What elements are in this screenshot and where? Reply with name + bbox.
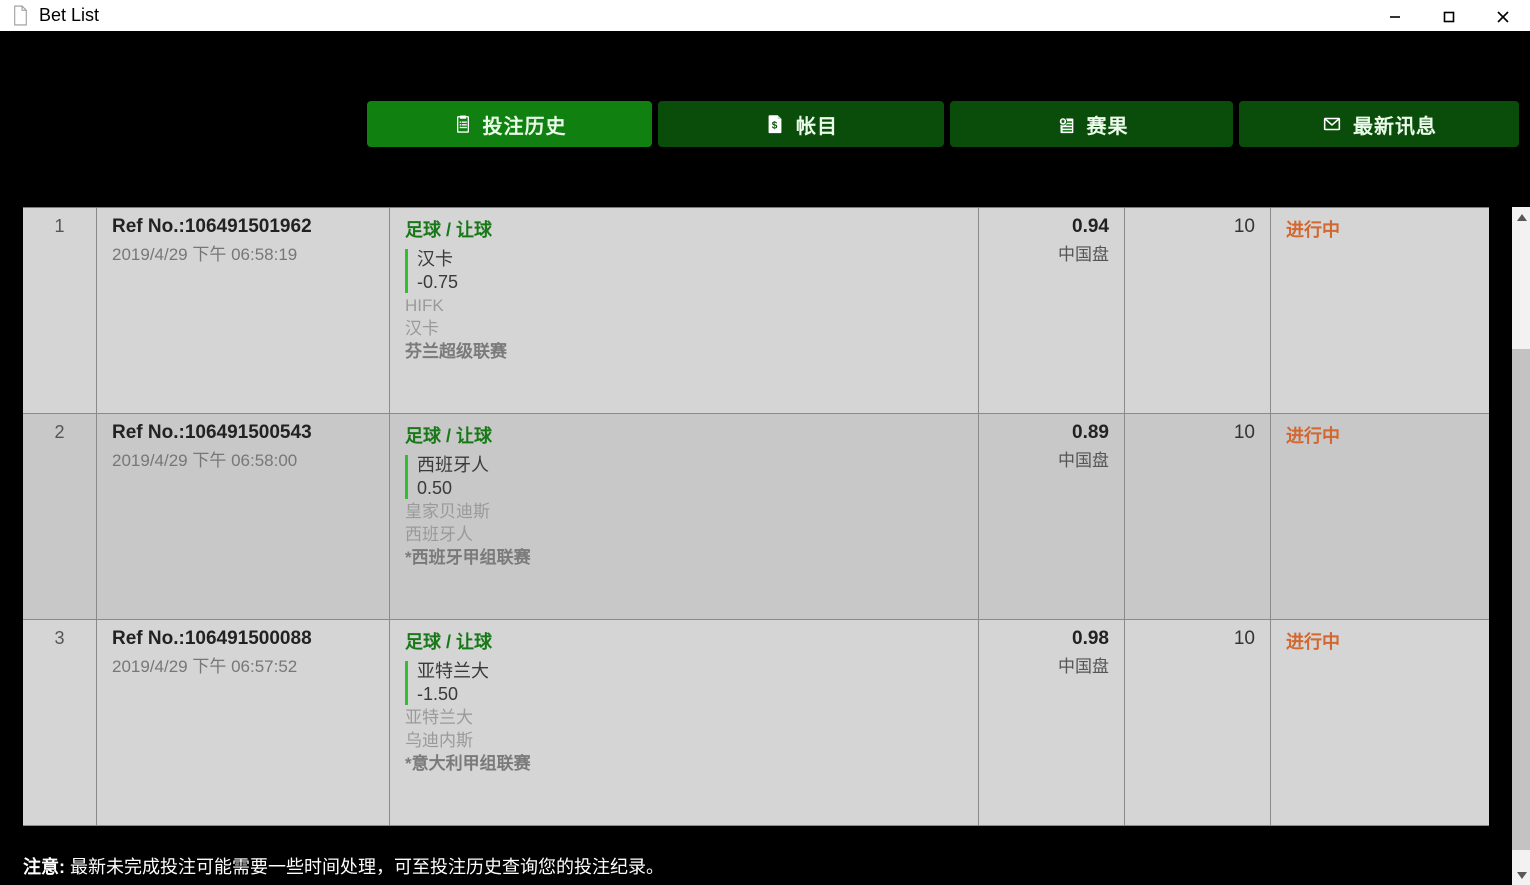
svg-text:$: $ xyxy=(772,121,779,132)
